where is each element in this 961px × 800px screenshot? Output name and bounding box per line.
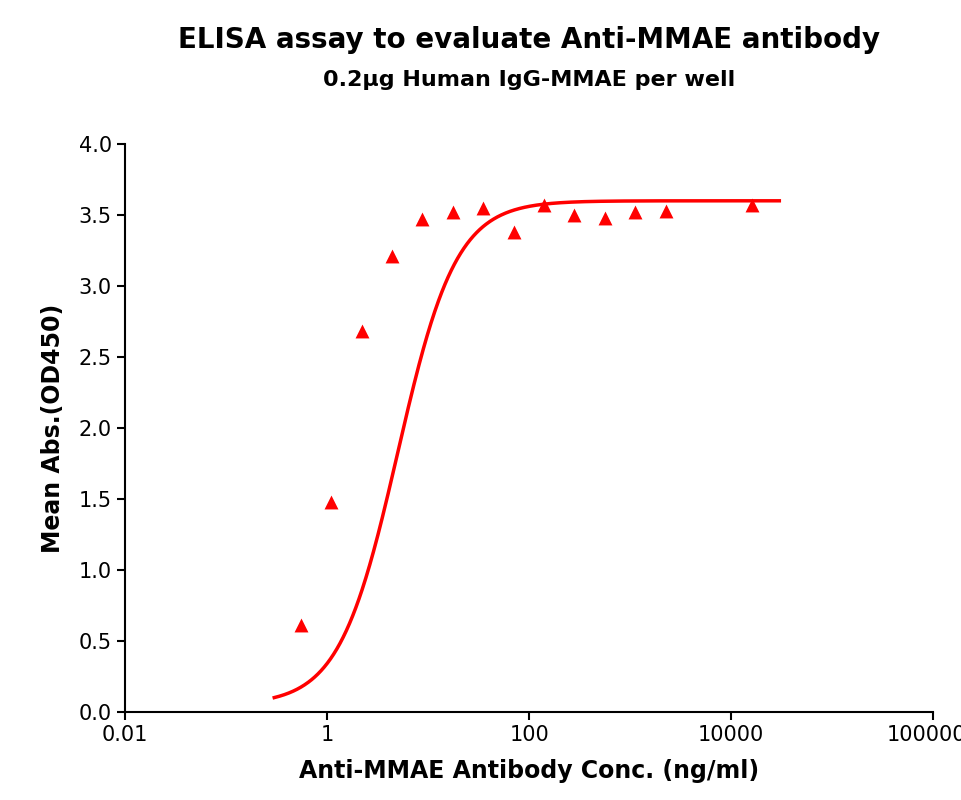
Point	[743, 198, 758, 211]
Point	[445, 206, 460, 218]
Point	[383, 250, 399, 262]
Point	[657, 204, 673, 217]
Text: 0.2μg Human IgG-MMAE per well: 0.2μg Human IgG-MMAE per well	[323, 70, 734, 90]
Point	[354, 325, 369, 338]
Point	[293, 618, 308, 631]
Y-axis label: Mean Abs.(OD450): Mean Abs.(OD450)	[40, 303, 64, 553]
Point	[505, 226, 521, 238]
Point	[597, 211, 612, 224]
Point	[627, 206, 642, 218]
Point	[566, 209, 581, 222]
X-axis label: Anti-MMAE Antibody Conc. (ng/ml): Anti-MMAE Antibody Conc. (ng/ml)	[299, 759, 758, 783]
Point	[475, 202, 490, 214]
Point	[536, 198, 552, 211]
Point	[414, 213, 430, 226]
Text: ELISA assay to evaluate Anti-MMAE antibody: ELISA assay to evaluate Anti-MMAE antibo…	[178, 26, 879, 54]
Point	[323, 495, 338, 508]
